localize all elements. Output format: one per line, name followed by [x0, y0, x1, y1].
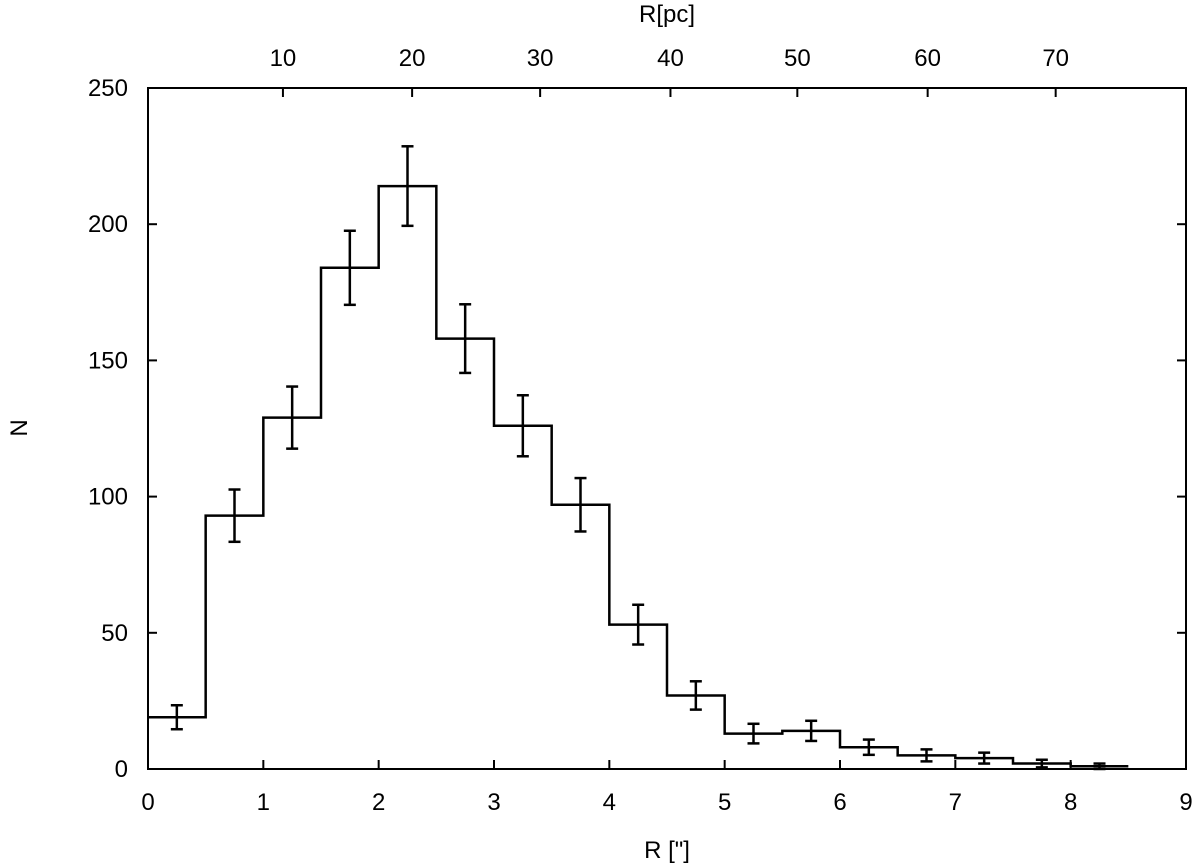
x-tick-label: 0 [141, 789, 154, 816]
error-bar [1093, 762, 1106, 771]
x-tick-label: 7 [949, 789, 962, 816]
error-bar [459, 303, 472, 375]
top-tick-label: 40 [657, 45, 684, 72]
error-bar [170, 704, 183, 731]
x-tick-label: 5 [718, 789, 731, 816]
y-tick-label: 50 [101, 620, 128, 647]
y-tick-labels: 0 50 100 150 200 250 [88, 75, 128, 783]
error-bar [343, 229, 356, 307]
top-tick-label: 50 [784, 45, 811, 72]
error-bars [170, 145, 1106, 771]
error-bar [747, 722, 760, 745]
x-tick-label: 9 [1179, 789, 1192, 816]
error-bar [1035, 758, 1048, 769]
x-tick-label: 3 [487, 789, 500, 816]
top-tick-label: 70 [1042, 45, 1069, 72]
x-axis-label: R ["] [644, 837, 690, 864]
axis-ticks [147, 87, 1187, 770]
y-tick-label: 100 [88, 484, 128, 511]
error-bar [574, 476, 587, 533]
error-bar [978, 751, 991, 765]
x-tick-label: 2 [372, 789, 385, 816]
error-bar [862, 738, 875, 757]
error-bar [286, 385, 299, 450]
x-tick-labels: 0 1 2 3 4 5 6 7 8 9 [141, 789, 1192, 816]
y-axis-label: N [6, 419, 33, 436]
x-tick-label: 4 [603, 789, 616, 816]
histogram-step-line [148, 184, 1129, 768]
y-tick-label: 0 [115, 756, 128, 783]
top-tick-label: 30 [527, 45, 554, 72]
error-bar [632, 603, 645, 646]
error-bar [401, 145, 414, 228]
error-bar [228, 488, 241, 544]
error-bar [805, 719, 818, 743]
top-tick-labels: 10 20 30 40 50 60 70 [270, 45, 1069, 72]
x-tick-label: 1 [257, 789, 270, 816]
top-tick-label: 20 [399, 45, 426, 72]
y-tick-label: 150 [88, 347, 128, 374]
error-bar [689, 680, 702, 711]
y-tick-label: 200 [88, 211, 128, 238]
x-tick-label: 8 [1064, 789, 1077, 816]
error-bar [516, 394, 529, 458]
y-tick-label: 250 [88, 75, 128, 102]
top-tick-label: 60 [914, 45, 941, 72]
plot-frame [147, 87, 1187, 770]
error-bar [920, 748, 933, 763]
top-axis-label: R[pc] [639, 1, 695, 28]
top-tick-label: 10 [270, 45, 297, 72]
x-tick-label: 6 [833, 789, 846, 816]
